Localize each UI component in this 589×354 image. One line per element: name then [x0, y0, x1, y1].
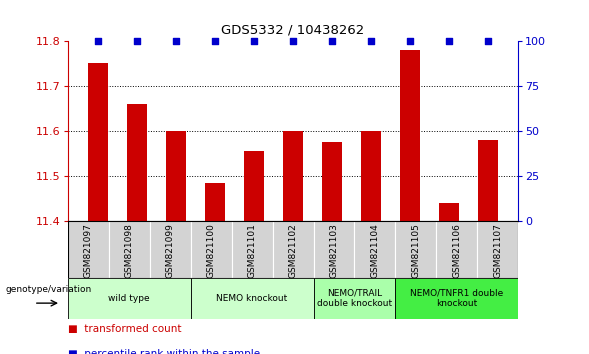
Text: GSM821101: GSM821101 — [247, 223, 257, 278]
Text: GSM821107: GSM821107 — [494, 223, 502, 278]
Bar — [191, 278, 313, 319]
Point — [133, 38, 142, 44]
Bar — [273, 221, 313, 278]
Text: GSM821102: GSM821102 — [289, 223, 297, 278]
Text: NEMO/TRAIL
double knockout: NEMO/TRAIL double knockout — [317, 289, 392, 308]
Bar — [68, 278, 191, 319]
Point — [289, 38, 298, 44]
Text: genotype/variation: genotype/variation — [5, 285, 92, 294]
Bar — [166, 131, 186, 221]
Text: GSM821104: GSM821104 — [370, 223, 379, 278]
Bar — [361, 131, 381, 221]
Bar — [436, 221, 477, 278]
Bar — [477, 221, 518, 278]
Text: GSM821098: GSM821098 — [125, 223, 134, 278]
Text: GSM821103: GSM821103 — [329, 223, 339, 278]
Bar — [205, 183, 225, 221]
Bar — [439, 203, 459, 221]
Point — [171, 38, 181, 44]
Text: ■  transformed count: ■ transformed count — [68, 324, 181, 334]
Point — [93, 38, 102, 44]
Point — [327, 38, 337, 44]
Text: GSM821106: GSM821106 — [452, 223, 461, 278]
Point — [405, 38, 415, 44]
Point — [444, 38, 454, 44]
Point — [249, 38, 259, 44]
Bar — [395, 278, 518, 319]
Text: GSM821100: GSM821100 — [207, 223, 216, 278]
Bar — [191, 221, 231, 278]
Bar — [395, 221, 436, 278]
Bar — [478, 140, 498, 221]
Text: NEMO/TNFR1 double
knockout: NEMO/TNFR1 double knockout — [411, 289, 504, 308]
Bar — [231, 221, 273, 278]
Text: NEMO knockout: NEMO knockout — [216, 294, 287, 303]
Text: GSM821099: GSM821099 — [166, 223, 175, 278]
Bar — [68, 221, 109, 278]
Text: GSM821105: GSM821105 — [411, 223, 421, 278]
Bar — [355, 221, 395, 278]
Point — [210, 38, 220, 44]
Point — [366, 38, 376, 44]
Point — [484, 38, 493, 44]
Title: GDS5332 / 10438262: GDS5332 / 10438262 — [221, 24, 365, 37]
Bar — [127, 104, 147, 221]
Bar — [150, 221, 191, 278]
Bar — [88, 63, 108, 221]
Bar — [313, 221, 355, 278]
Bar — [109, 221, 150, 278]
Text: wild type: wild type — [108, 294, 150, 303]
Text: ■  percentile rank within the sample: ■ percentile rank within the sample — [68, 349, 260, 354]
Bar — [322, 142, 342, 221]
Bar — [401, 50, 420, 221]
Text: GSM821097: GSM821097 — [84, 223, 92, 278]
Bar — [313, 278, 395, 319]
Bar — [244, 151, 264, 221]
Bar — [283, 131, 303, 221]
